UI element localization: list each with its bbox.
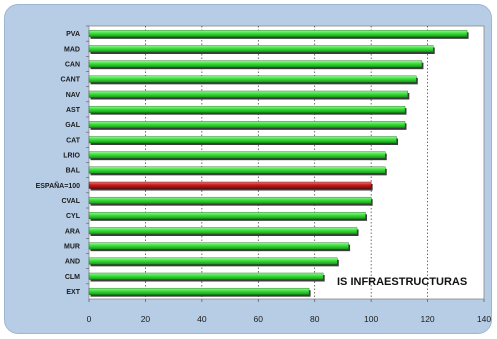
bar-value — [88, 151, 386, 159]
bar-nav — [88, 90, 410, 100]
bar-value — [88, 30, 468, 38]
plot-area — [88, 25, 485, 300]
bar-value — [88, 166, 386, 174]
bar-value — [88, 227, 358, 235]
x-tick-label: 80 — [310, 314, 320, 324]
bar-value — [88, 242, 349, 250]
bar-gal — [88, 121, 407, 130]
category-label: CAN — [65, 61, 80, 68]
bar-value — [88, 272, 324, 280]
x-tick-label: 40 — [197, 314, 207, 324]
bar-pva — [88, 30, 469, 39]
bar-ara — [88, 227, 359, 236]
category-label: MUR — [64, 243, 80, 250]
category-label: BAL — [66, 168, 81, 175]
x-tick-label: 140 — [477, 314, 491, 324]
category-label: AND — [65, 259, 80, 266]
category-label: EXT — [66, 289, 80, 296]
bar-can — [88, 60, 424, 70]
bar-value — [88, 121, 406, 129]
bar-cval — [88, 196, 373, 206]
x-tick-label: 0 — [87, 314, 92, 324]
bar-value — [88, 105, 406, 113]
bar-value — [88, 257, 338, 265]
bar-highlight — [88, 181, 372, 189]
bar-cyl — [88, 212, 367, 221]
bar-value — [88, 45, 434, 53]
category-label: CAT — [66, 137, 81, 144]
category-label: ARA — [65, 228, 80, 235]
bar-ext — [88, 287, 311, 297]
bar-value — [88, 196, 372, 204]
bar-mad — [88, 45, 435, 54]
bar-value — [88, 212, 366, 220]
bar-cat — [88, 136, 399, 145]
category-label: NAV — [66, 92, 81, 99]
bar-value — [88, 287, 310, 295]
x-tick-label: 120 — [420, 314, 434, 324]
category-label: ESPAÑA=100 — [36, 181, 81, 190]
category-label: CANT — [61, 77, 81, 84]
bar-clm — [88, 272, 325, 282]
x-tick-label: 100 — [364, 314, 378, 324]
bar-cant — [88, 75, 418, 85]
x-tick-label: 20 — [141, 314, 151, 324]
bar-and — [88, 257, 339, 267]
bar-value — [88, 136, 397, 144]
bar-bal — [88, 166, 387, 176]
bar-lrio — [88, 151, 387, 161]
bar-value — [88, 90, 409, 98]
bar-espa-a-100 — [88, 181, 373, 191]
category-label: GAL — [65, 122, 81, 129]
bar-value — [88, 60, 423, 68]
x-tick-label: 60 — [254, 314, 264, 324]
bar-mur — [88, 242, 351, 252]
category-label: AST — [66, 107, 81, 114]
category-label: CYL — [66, 213, 81, 220]
category-label: MAD — [64, 46, 80, 53]
category-label: CLM — [65, 274, 80, 281]
bar-ast — [88, 105, 407, 115]
chart-annotation: IS INFRAESTRUCTURAS — [337, 276, 467, 288]
category-label: CVAL — [61, 198, 80, 205]
bar-value — [88, 75, 417, 83]
category-label: PVA — [66, 31, 80, 38]
category-label: LRIO — [63, 152, 80, 159]
